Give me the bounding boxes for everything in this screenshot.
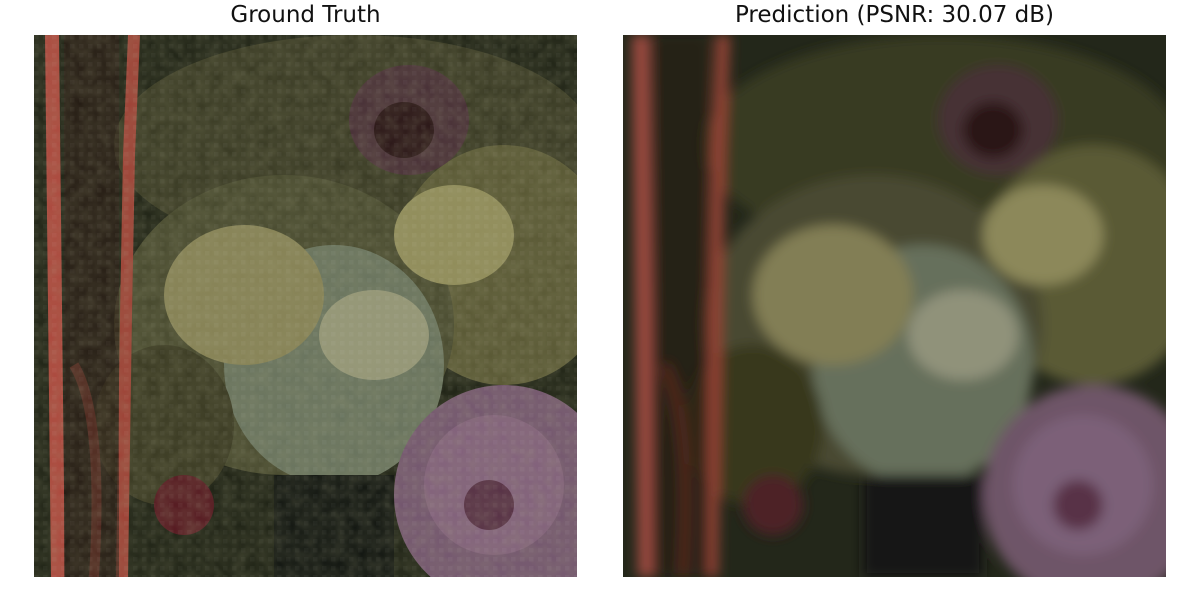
ground-truth-scene bbox=[34, 35, 577, 577]
ground-truth-title: Ground Truth bbox=[230, 2, 381, 28]
prediction-title: Prediction (PSNR: 30.07 dB) bbox=[734, 2, 1055, 28]
ground-truth-image bbox=[34, 35, 577, 577]
prediction-scene bbox=[632, 35, 1166, 577]
prediction-image bbox=[623, 35, 1166, 577]
